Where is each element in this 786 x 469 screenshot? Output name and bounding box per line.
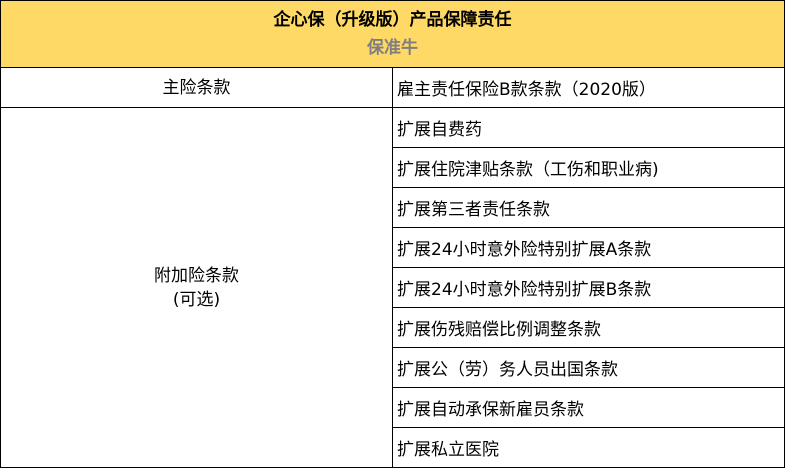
additional-label-line2: (可选) bbox=[172, 289, 221, 310]
additional-clause-label: 附加险条款 (可选) bbox=[0, 107, 393, 468]
additional-item: 扩展第三者责任条款 bbox=[392, 187, 785, 228]
additional-item: 扩展伤残赔偿比例调整条款 bbox=[392, 307, 785, 348]
table-row: 扩展24小时意外险特别扩展B条款 bbox=[1, 267, 785, 308]
additional-item: 扩展24小时意外险特别扩展A条款 bbox=[392, 227, 785, 268]
table-row: 扩展私立医院 bbox=[1, 427, 785, 468]
table-subtitle: 保准牛 bbox=[367, 38, 418, 58]
additional-item: 扩展住院津贴条款（工伤和职业病) bbox=[392, 147, 785, 188]
table-row: 扩展公（劳）务人员出国条款 bbox=[1, 347, 785, 388]
additional-item: 扩展私立医院 bbox=[392, 427, 785, 468]
additional-item: 扩展自动承保新雇员条款 bbox=[392, 387, 785, 428]
main-clause-value: 雇主责任保险B款条款（2020版） bbox=[392, 67, 785, 108]
additional-item: 扩展自费药 bbox=[392, 107, 785, 148]
main-clause-row: 主险条款 雇主责任保险B款条款（2020版） bbox=[0, 67, 785, 108]
header-cell: 企心保（升级版）产品保障责任 保准牛 bbox=[0, 0, 785, 68]
table-row: 扩展伤残赔偿比例调整条款 bbox=[1, 307, 785, 348]
header-row: 企心保（升级版）产品保障责任 保准牛 bbox=[0, 0, 785, 68]
additional-label-line1: 附加险条款 bbox=[154, 265, 239, 286]
main-clause-label: 主险条款 bbox=[0, 67, 393, 108]
additional-item: 扩展公（劳）务人员出国条款 bbox=[392, 347, 785, 388]
additional-item: 扩展24小时意外险特别扩展B条款 bbox=[392, 267, 785, 308]
table-row: 扩展自动承保新雇员条款 bbox=[1, 387, 785, 428]
table-row: 扩展第三者责任条款 bbox=[1, 187, 785, 228]
table-row: 附加险条款 (可选) 扩展自费药 bbox=[0, 107, 785, 468]
table-row: 扩展住院津贴条款（工伤和职业病) bbox=[1, 147, 785, 188]
table-title: 企心保（升级版）产品保障责任 bbox=[273, 10, 512, 30]
